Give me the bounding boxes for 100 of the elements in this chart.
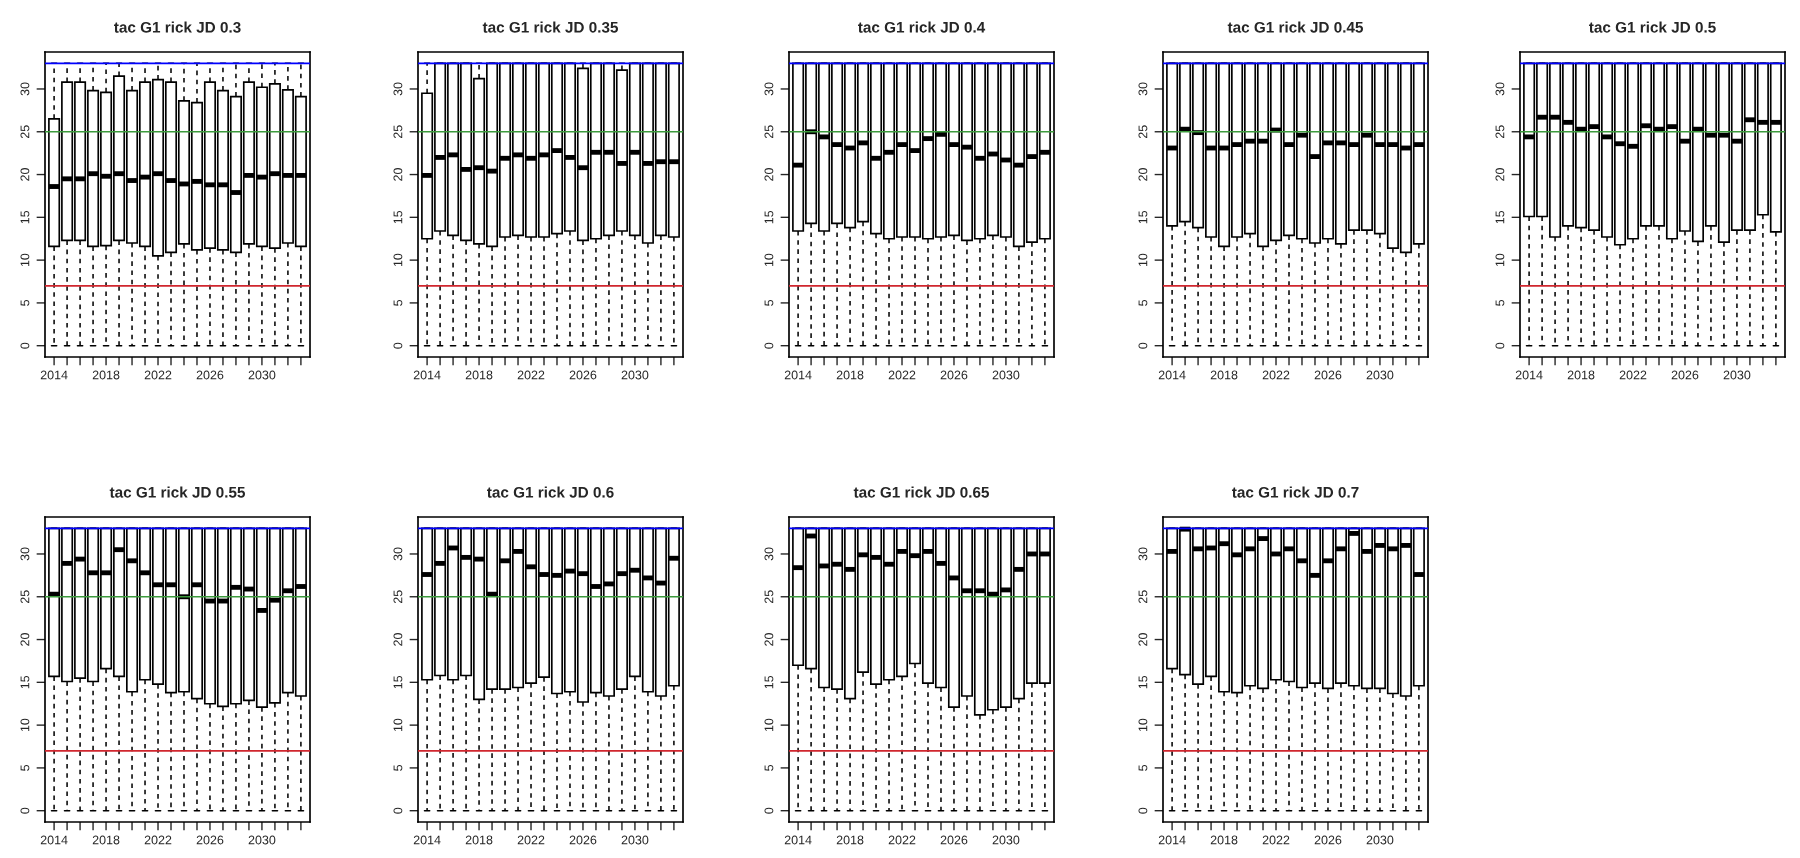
y-tick-label: 30 bbox=[393, 547, 403, 561]
y-tick-label: 0 bbox=[20, 807, 30, 814]
y-tick-label: 25 bbox=[393, 590, 403, 604]
x-tick-label: 2026 bbox=[1314, 370, 1342, 380]
y-tick-label: 20 bbox=[764, 633, 774, 646]
x-tick-label: 2026 bbox=[940, 370, 968, 380]
y-tick-label: 5 bbox=[1138, 299, 1148, 306]
x-tick-label: 2026 bbox=[1671, 370, 1699, 380]
x-tick-label: 2014 bbox=[40, 370, 68, 380]
y-tick-label: 20 bbox=[764, 168, 774, 181]
x-tick-label: 2014 bbox=[413, 835, 441, 845]
y-tick-label: 25 bbox=[764, 590, 774, 604]
y-tick-label: 10 bbox=[393, 253, 403, 267]
y-tick-label: 10 bbox=[20, 253, 30, 267]
y-tick-label: 15 bbox=[1138, 210, 1148, 224]
x-tick-label: 2026 bbox=[1314, 835, 1342, 845]
x-tick-label: 2022 bbox=[1262, 835, 1290, 845]
x-tick-label: 2030 bbox=[1723, 370, 1751, 380]
x-tick-label: 2014 bbox=[784, 835, 812, 845]
y-tick-label: 30 bbox=[20, 82, 30, 96]
y-tick-label: 0 bbox=[764, 342, 774, 349]
y-tick-label: 5 bbox=[20, 299, 30, 306]
x-tick-label: 2030 bbox=[1366, 835, 1394, 845]
x-tick-label: 2022 bbox=[888, 835, 916, 845]
y-tick-label: 20 bbox=[1138, 633, 1148, 646]
y-tick-label: 15 bbox=[764, 210, 774, 224]
x-tick-label: 2030 bbox=[621, 370, 649, 380]
x-tick-label: 2022 bbox=[888, 370, 916, 380]
y-tick-label: 0 bbox=[1138, 342, 1148, 349]
y-tick-label: 10 bbox=[1138, 718, 1148, 732]
y-tick-label: 20 bbox=[393, 168, 403, 181]
x-tick-label: 2026 bbox=[569, 835, 597, 845]
y-tick-label: 30 bbox=[1138, 547, 1148, 561]
y-tick-label: 5 bbox=[764, 299, 774, 306]
y-tick-label: 30 bbox=[764, 82, 774, 96]
y-tick-label: 20 bbox=[1138, 168, 1148, 181]
y-tick-label: 25 bbox=[1138, 125, 1148, 139]
x-tick-label: 2018 bbox=[836, 835, 864, 845]
y-tick-label: 10 bbox=[1495, 253, 1505, 267]
y-tick-label: 10 bbox=[1138, 253, 1148, 267]
y-tick-label: 30 bbox=[20, 547, 30, 561]
chart-title: tac G1 rick JD 0.4 bbox=[857, 21, 986, 33]
y-tick-label: 20 bbox=[1495, 168, 1505, 181]
y-tick-label: 15 bbox=[20, 675, 30, 689]
y-tick-label: 15 bbox=[20, 210, 30, 224]
y-tick-label: 25 bbox=[1495, 125, 1505, 139]
y-tick-label: 5 bbox=[393, 764, 403, 771]
chart-title: tac G1 rick JD 0.3 bbox=[113, 21, 241, 33]
chart-title: tac G1 rick JD 0.45 bbox=[1227, 21, 1364, 33]
y-tick-label: 5 bbox=[1138, 764, 1148, 771]
y-tick-label: 5 bbox=[393, 299, 403, 306]
x-tick-label: 2022 bbox=[517, 370, 545, 380]
x-tick-label: 2014 bbox=[413, 370, 441, 380]
y-tick-label: 25 bbox=[764, 125, 774, 139]
y-tick-label: 5 bbox=[764, 764, 774, 771]
x-tick-label: 2018 bbox=[92, 835, 120, 845]
x-tick-label: 2014 bbox=[40, 835, 68, 845]
y-tick-label: 10 bbox=[393, 718, 403, 732]
x-tick-label: 2026 bbox=[196, 835, 224, 845]
y-tick-label: 15 bbox=[1138, 675, 1148, 689]
x-tick-label: 2014 bbox=[784, 370, 812, 380]
y-tick-label: 30 bbox=[393, 82, 403, 96]
y-tick-label: 0 bbox=[1495, 342, 1505, 349]
chart-title: tac G1 rick JD 0.5 bbox=[1588, 21, 1716, 33]
x-tick-label: 2030 bbox=[992, 370, 1020, 380]
x-tick-label: 2030 bbox=[248, 370, 276, 380]
x-tick-label: 2030 bbox=[621, 835, 649, 845]
y-tick-label: 20 bbox=[20, 633, 30, 646]
y-tick-label: 15 bbox=[1495, 210, 1505, 224]
y-tick-label: 5 bbox=[1495, 299, 1505, 306]
chart-title: tac G1 rick JD 0.7 bbox=[1231, 486, 1359, 498]
y-tick-label: 30 bbox=[1138, 82, 1148, 96]
x-tick-label: 2018 bbox=[836, 370, 864, 380]
y-tick-label: 25 bbox=[1138, 590, 1148, 604]
y-tick-label: 10 bbox=[20, 718, 30, 732]
y-tick-label: 30 bbox=[764, 547, 774, 561]
y-tick-label: 0 bbox=[393, 342, 403, 349]
y-tick-label: 10 bbox=[764, 718, 774, 732]
y-tick-label: 0 bbox=[393, 807, 403, 814]
x-tick-label: 2026 bbox=[196, 370, 224, 380]
chart-title: tac G1 rick JD 0.35 bbox=[482, 21, 619, 33]
y-tick-label: 5 bbox=[20, 764, 30, 771]
y-tick-label: 15 bbox=[393, 210, 403, 224]
chart-title: tac G1 rick JD 0.6 bbox=[486, 486, 614, 498]
y-tick-label: 15 bbox=[764, 675, 774, 689]
chart-title: tac G1 rick JD 0.65 bbox=[853, 486, 990, 498]
y-tick-label: 10 bbox=[764, 253, 774, 267]
y-tick-label: 0 bbox=[764, 807, 774, 814]
y-tick-label: 15 bbox=[393, 675, 403, 689]
y-tick-label: 0 bbox=[1138, 807, 1148, 814]
x-tick-label: 2022 bbox=[517, 835, 545, 845]
x-tick-label: 2014 bbox=[1158, 370, 1186, 380]
x-tick-label: 2022 bbox=[144, 835, 172, 845]
x-tick-label: 2014 bbox=[1515, 370, 1543, 380]
y-tick-label: 20 bbox=[393, 633, 403, 646]
x-tick-label: 2022 bbox=[1262, 370, 1290, 380]
x-tick-label: 2018 bbox=[92, 370, 120, 380]
x-tick-label: 2018 bbox=[1567, 370, 1595, 380]
x-tick-label: 2022 bbox=[144, 370, 172, 380]
x-tick-label: 2018 bbox=[465, 370, 493, 380]
